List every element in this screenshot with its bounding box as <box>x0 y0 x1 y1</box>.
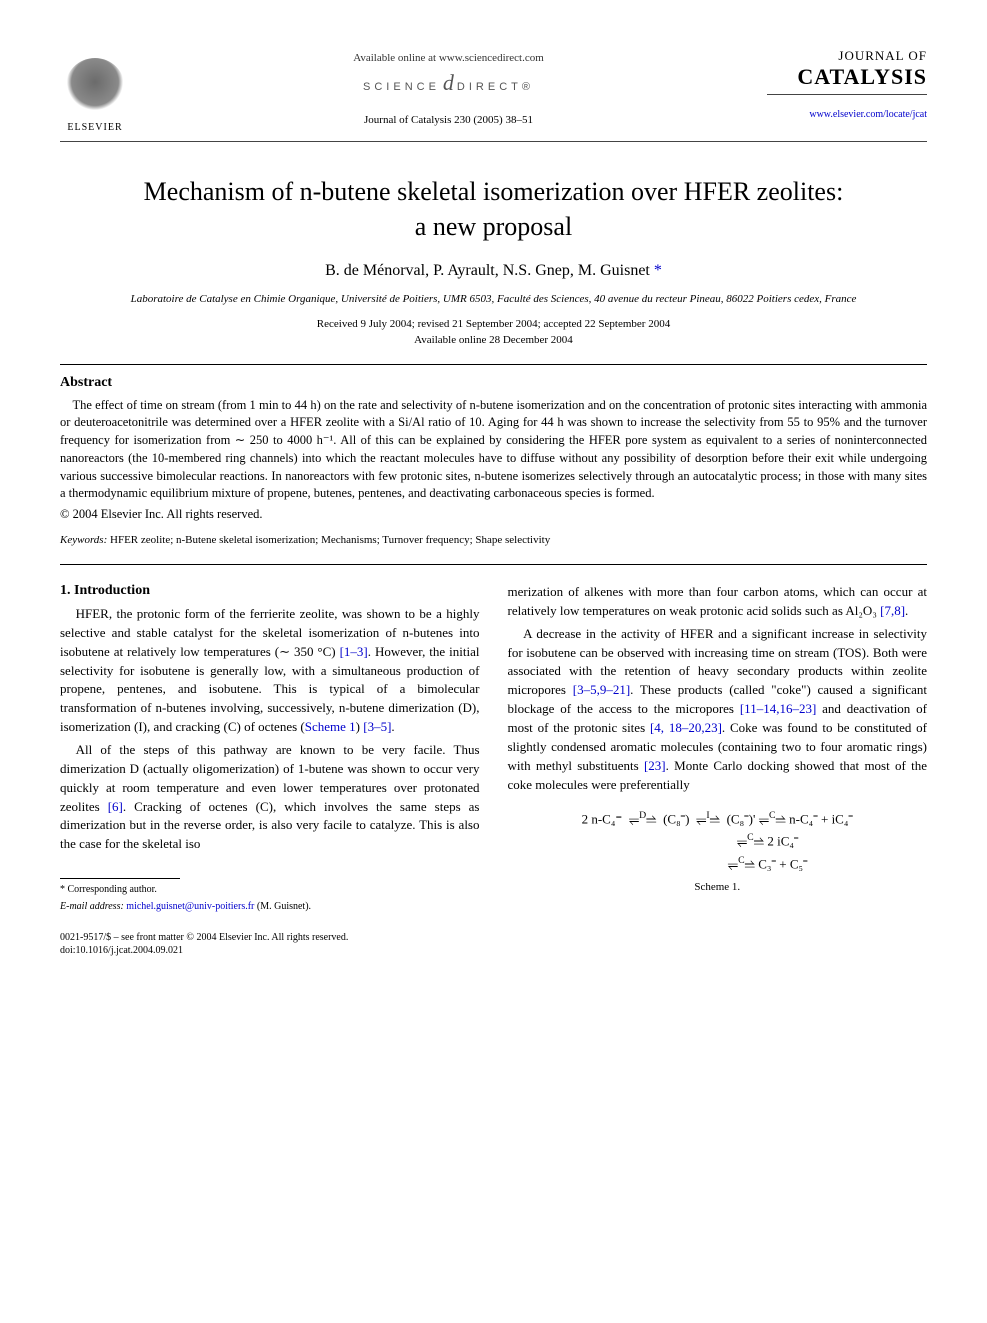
body-columns: 1. Introduction HFER, the protonic form … <box>60 583 927 913</box>
footer-line-1: 0021-9517/$ – see front matter © 2004 El… <box>60 931 927 944</box>
title-line-1: Mechanism of n-butene skeletal isomeriza… <box>144 177 844 206</box>
footnote-rule <box>60 878 180 879</box>
scheme-int1: (C₈⁼) <box>663 812 689 827</box>
ref-11-23[interactable]: [11–14,16–23] <box>740 701 816 716</box>
keywords-line: Keywords: HFER zeolite; n-Butene skeleta… <box>60 534 927 546</box>
ref-3-5[interactable]: [3–5] <box>363 719 391 734</box>
ref-23[interactable]: [23] <box>644 758 666 773</box>
arrow-d: D <box>639 810 646 821</box>
email-who: (M. Guisnet). <box>254 901 311 912</box>
sd-left: SCIENCE <box>363 81 440 93</box>
intro-para-3: merization of alkenes with more than fou… <box>508 583 928 621</box>
ref-7-8[interactable]: [7,8] <box>880 603 905 618</box>
scheme-prod2: 2 iC₄⁼ <box>767 834 798 849</box>
arrow-c2: C <box>747 832 754 843</box>
copyright-line: © 2004 Elsevier Inc. All rights reserved… <box>60 507 927 522</box>
elsevier-label: ELSEVIER <box>67 122 122 133</box>
journal-citation: Journal of Catalysis 230 (2005) 38–51 <box>130 114 767 126</box>
email-footnote: E-mail address: michel.guisnet@univ-poit… <box>60 900 480 913</box>
email-link[interactable]: michel.guisnet@univ-poitiers.fr <box>126 901 254 912</box>
footer-doi: doi:10.1016/j.jcat.2004.09.021 <box>60 944 927 957</box>
authors-line: B. de Ménorval, P. Ayrault, N.S. Gnep, M… <box>60 262 927 280</box>
left-column: 1. Introduction HFER, the protonic form … <box>60 583 480 913</box>
elsevier-logo: ELSEVIER <box>60 48 130 133</box>
available-online-text: Available online at www.sciencedirect.co… <box>130 52 767 64</box>
journal-brand: JOURNAL OF CATALYSIS www.elsevier.com/lo… <box>767 48 927 120</box>
intro-para-1: HFER, the protonic form of the ferrierit… <box>60 605 480 737</box>
email-label: E-mail address: <box>60 901 126 912</box>
arrow-c1: C <box>769 810 776 821</box>
scheme-1-link[interactable]: Scheme 1 <box>305 719 356 734</box>
scheme-int2: (C₈⁼)' <box>727 812 756 827</box>
journal-link[interactable]: www.elsevier.com/locate/jcat <box>767 109 927 120</box>
scheme-start: 2 n-C₄⁼ <box>582 812 623 827</box>
scheme-prod3: C₃⁼ + C₅⁼ <box>758 856 807 871</box>
sd-logo-icon: d <box>440 70 457 95</box>
abstract-body: The effect of time on stream (from 1 min… <box>60 397 927 504</box>
abstract-top-rule <box>60 364 927 365</box>
header-divider <box>60 141 927 142</box>
p3a: merization of alkenes with more than fou… <box>508 584 928 618</box>
publication-footer: 0021-9517/$ – see front matter © 2004 El… <box>60 931 927 957</box>
arrow-c3: C <box>738 855 745 866</box>
authors-names: B. de Ménorval, P. Ayrault, N.S. Gnep, M… <box>325 262 650 279</box>
affiliation: Laboratoire de Catalyse en Chimie Organi… <box>60 292 927 307</box>
ref-3-5-9-21[interactable]: [3–5,9–21] <box>573 682 630 697</box>
abstract-bottom-rule <box>60 564 927 565</box>
page-header: ELSEVIER Available online at www.science… <box>60 48 927 133</box>
journal-catalysis-text: CATALYSIS <box>767 64 927 90</box>
scheme-caption: Scheme 1. <box>508 881 928 893</box>
ref-6[interactable]: [6] <box>108 799 123 814</box>
article-title: Mechanism of n-butene skeletal isomeriza… <box>60 174 927 244</box>
journal-rule <box>767 94 927 95</box>
keywords-text: HFER zeolite; n-Butene skeletal isomeriz… <box>107 534 550 546</box>
p2b: . Cracking of octenes (C), which involve… <box>60 799 480 852</box>
available-online-date: Available online 28 December 2004 <box>60 334 927 346</box>
header-center: Available online at www.sciencedirect.co… <box>130 48 767 126</box>
intro-para-4: A decrease in the activity of HFER and a… <box>508 625 928 795</box>
right-column: merization of alkenes with more than fou… <box>508 583 928 913</box>
scheme-prod1: n-C₄⁼ + iC₄⁼ <box>789 812 853 827</box>
ref-1-3[interactable]: [1–3] <box>340 644 368 659</box>
corresponding-footnote: * Corresponding author. <box>60 883 480 896</box>
science-direct-brand: SCIENCEdDIRECT® <box>130 70 767 96</box>
keywords-label: Keywords: <box>60 534 107 546</box>
ref-4-18-23[interactable]: [4, 18–20,23] <box>650 720 722 735</box>
title-line-2: a new proposal <box>415 212 572 241</box>
intro-para-2: All of the steps of this pathway are kno… <box>60 741 480 854</box>
arrow-i: I <box>706 810 709 821</box>
journal-of-text: JOURNAL OF <box>767 48 927 64</box>
abstract-heading: Abstract <box>60 375 927 391</box>
scheme-1-diagram: 2 n-C₄⁼ ⥫D⥬ (C₈⁼) ⥫I⥬ (C₈⁼)' ⥫C⥬ n-C₄⁼ +… <box>508 808 928 874</box>
p3b: . <box>905 603 908 618</box>
received-dates: Received 9 July 2004; revised 21 Septemb… <box>60 318 927 330</box>
elsevier-tree-icon <box>65 58 125 118</box>
sd-right: DIRECT® <box>457 81 534 93</box>
p1d: . <box>391 719 394 734</box>
corresponding-marker: * <box>650 262 662 279</box>
section-1-heading: 1. Introduction <box>60 583 480 599</box>
